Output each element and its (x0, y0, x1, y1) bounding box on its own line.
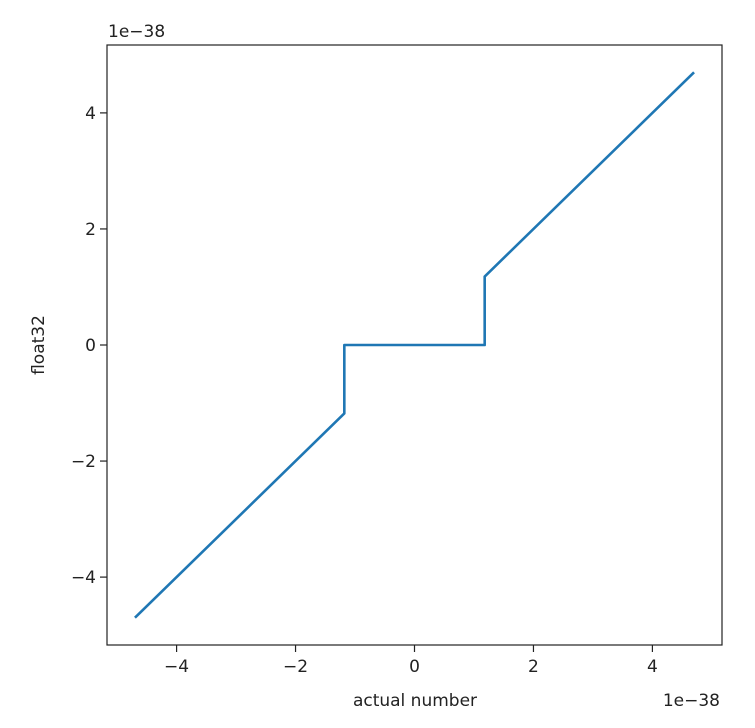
x-tick-label: 2 (528, 657, 539, 677)
x-axis-label: actual number (353, 691, 477, 711)
y-offset-label: 1e−38 (108, 22, 165, 42)
x-tick-label: 0 (409, 657, 420, 677)
y-tick-label: −2 (71, 452, 96, 472)
x-tick-label: −2 (283, 657, 308, 677)
y-tick-label: 4 (85, 104, 96, 124)
x-offset-label: 1e−38 (663, 691, 720, 711)
x-tick-label: 4 (647, 657, 658, 677)
x-tick-label: −4 (164, 657, 189, 677)
y-tick-label: 2 (85, 220, 96, 240)
y-tick-label: −4 (71, 568, 96, 588)
plot-frame (106, 44, 723, 646)
y-axis-label: float32 (29, 315, 49, 375)
y-tick-label: 0 (85, 336, 96, 356)
line-series (134, 71, 695, 619)
